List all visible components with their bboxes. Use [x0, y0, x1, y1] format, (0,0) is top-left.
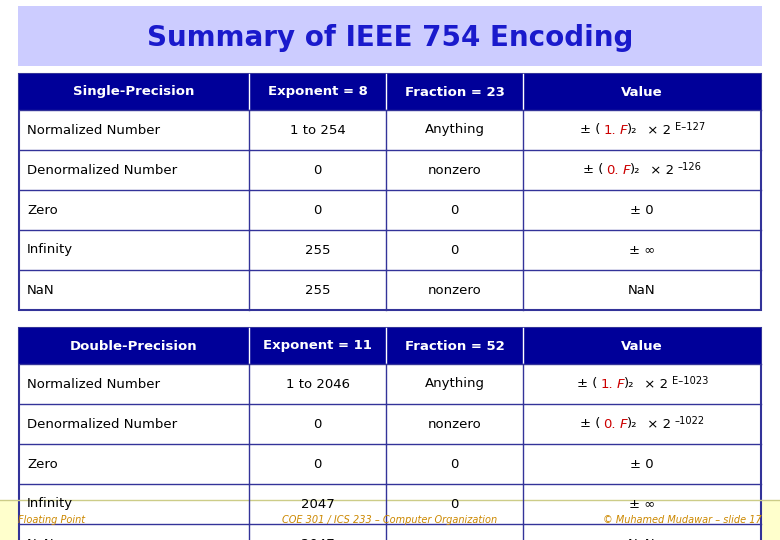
Text: ± (: ± (: [576, 377, 597, 390]
Text: )₂: )₂: [627, 417, 638, 430]
Text: E–127: E–127: [675, 122, 705, 132]
Text: NaN: NaN: [628, 284, 656, 296]
Text: 0: 0: [314, 417, 321, 430]
Text: 1.: 1.: [601, 377, 613, 390]
Text: Double-Precision: Double-Precision: [70, 340, 198, 353]
Text: )₂: )₂: [624, 377, 635, 390]
Text: Zero: Zero: [27, 457, 58, 470]
Text: ± ∞: ± ∞: [629, 497, 655, 510]
Text: nonzero: nonzero: [427, 537, 481, 540]
Text: Zero: Zero: [27, 204, 58, 217]
Text: COE 301 / ICS 233 – Computer Organization: COE 301 / ICS 233 – Computer Organizatio…: [282, 515, 498, 525]
Text: Fraction = 23: Fraction = 23: [405, 85, 505, 98]
Text: × 2: × 2: [643, 417, 671, 430]
Bar: [19, 328, 761, 540]
Text: Normalized Number: Normalized Number: [27, 124, 160, 137]
Text: × 2: × 2: [643, 124, 671, 137]
Text: × 2: × 2: [640, 377, 668, 390]
Text: 2047: 2047: [300, 497, 335, 510]
Text: Infinity: Infinity: [27, 244, 73, 256]
Text: NaN: NaN: [27, 537, 55, 540]
Bar: [19, 74, 761, 310]
Text: Value: Value: [621, 340, 663, 353]
Bar: [19, 74, 761, 110]
Bar: [19, 328, 761, 364]
Text: Floating Point: Floating Point: [18, 515, 85, 525]
Text: F: F: [619, 124, 627, 137]
Text: NaN: NaN: [628, 537, 656, 540]
Text: E–1023: E–1023: [672, 376, 708, 386]
Text: nonzero: nonzero: [427, 284, 481, 296]
Text: 1 to 2046: 1 to 2046: [285, 377, 349, 390]
Text: 0: 0: [314, 457, 321, 470]
Bar: [0, 500, 780, 540]
Text: 0: 0: [450, 457, 459, 470]
Text: ± (: ± (: [580, 124, 600, 137]
Text: © Muhamed Mudawar – slide 17: © Muhamed Mudawar – slide 17: [603, 515, 762, 525]
Text: )₂: )₂: [627, 124, 638, 137]
Text: Denormalized Number: Denormalized Number: [27, 164, 177, 177]
Text: 0.: 0.: [604, 417, 616, 430]
Text: Anything: Anything: [424, 124, 484, 137]
Text: Single-Precision: Single-Precision: [73, 85, 195, 98]
Text: 255: 255: [305, 284, 330, 296]
Text: Fraction = 52: Fraction = 52: [405, 340, 505, 353]
Text: –1022: –1022: [675, 416, 705, 426]
Text: F: F: [619, 417, 627, 430]
Text: × 2: × 2: [646, 164, 674, 177]
Text: Normalized Number: Normalized Number: [27, 377, 160, 390]
Text: Denormalized Number: Denormalized Number: [27, 417, 177, 430]
Text: Exponent = 8: Exponent = 8: [268, 85, 367, 98]
Text: )₂: )₂: [630, 164, 640, 177]
Text: Anything: Anything: [424, 377, 484, 390]
Text: NaN: NaN: [27, 284, 55, 296]
Text: ± (: ± (: [580, 417, 600, 430]
Text: 255: 255: [305, 244, 330, 256]
Text: nonzero: nonzero: [427, 417, 481, 430]
Text: F: F: [622, 164, 629, 177]
Text: 0: 0: [450, 204, 459, 217]
Text: 1.: 1.: [604, 124, 616, 137]
Text: F: F: [616, 377, 624, 390]
Text: nonzero: nonzero: [427, 164, 481, 177]
Text: Exponent = 11: Exponent = 11: [263, 340, 372, 353]
Text: 2047: 2047: [300, 537, 335, 540]
Text: 1 to 254: 1 to 254: [289, 124, 346, 137]
Text: 0: 0: [450, 244, 459, 256]
Text: Infinity: Infinity: [27, 497, 73, 510]
Text: ± (: ± (: [583, 164, 603, 177]
Text: ± 0: ± 0: [630, 457, 654, 470]
Text: 0: 0: [314, 164, 321, 177]
Text: 0.: 0.: [606, 164, 619, 177]
Text: Value: Value: [621, 85, 663, 98]
Text: Summary of IEEE 754 Encoding: Summary of IEEE 754 Encoding: [147, 24, 633, 52]
Text: 0: 0: [450, 497, 459, 510]
Text: ± 0: ± 0: [630, 204, 654, 217]
Text: –126: –126: [678, 161, 701, 172]
Text: 0: 0: [314, 204, 321, 217]
Bar: [18, 6, 762, 66]
Text: ± ∞: ± ∞: [629, 244, 655, 256]
